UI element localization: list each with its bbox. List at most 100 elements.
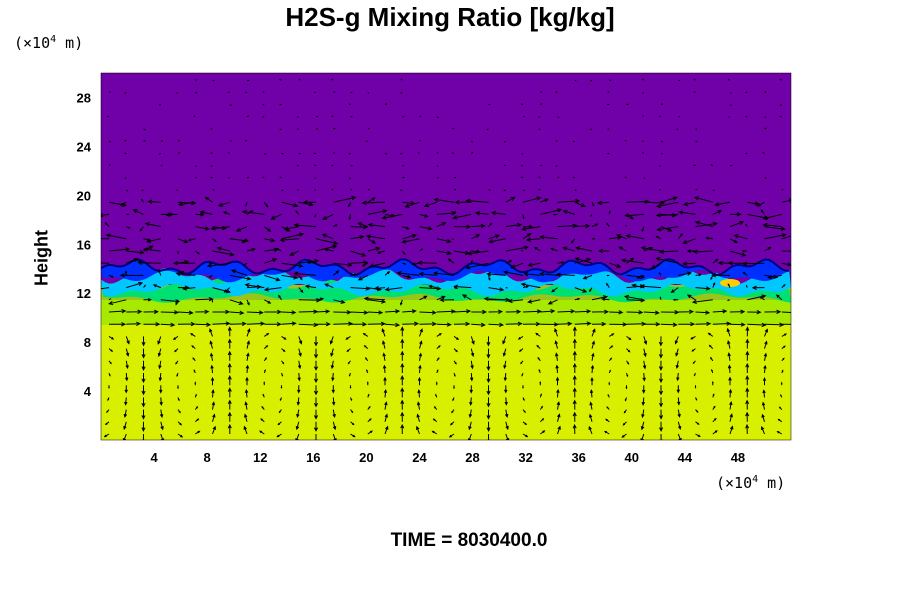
- x-tick-label: 44: [678, 450, 693, 465]
- wind-arrow: [557, 261, 565, 265]
- wind-arrow: [451, 152, 455, 154]
- wind-arrow: [175, 299, 179, 306]
- wind-arrow: [382, 364, 387, 374]
- wind-arrow: [157, 348, 162, 358]
- wind-arrow: [108, 299, 127, 306]
- wind-arrow: [367, 430, 374, 435]
- wind-arrow: [764, 340, 768, 349]
- wind-arrow: [520, 103, 524, 106]
- wind-arrow: [624, 176, 627, 179]
- wind-arrow: [278, 294, 282, 301]
- wind-arrow: [606, 222, 610, 227]
- wind-arrow: [465, 198, 489, 204]
- wind-arrow: [591, 223, 599, 228]
- wind-arrow: [729, 309, 746, 314]
- wind-arrow: [780, 393, 783, 398]
- wind-arrow: [714, 201, 731, 207]
- wind-arrow: [315, 238, 339, 245]
- wind-arrow: [204, 196, 213, 203]
- wind-arrow: [124, 177, 127, 179]
- wind-arrow: [416, 401, 421, 410]
- wind-arrow: [469, 385, 473, 394]
- wind-arrow: [453, 309, 472, 314]
- wind-arrow: [418, 364, 422, 374]
- wind-arrow: [124, 385, 128, 394]
- wind-arrow: [281, 348, 286, 353]
- wind-arrow: [260, 418, 265, 423]
- wind-arrow: [350, 235, 365, 240]
- wind-arrow: [141, 385, 146, 396]
- wind-arrow: [367, 222, 386, 228]
- wind-arrow: [730, 164, 733, 167]
- x-tick-label: 28: [465, 450, 479, 465]
- wind-arrow: [304, 284, 317, 289]
- wind-arrow: [660, 196, 678, 203]
- wind-arrow: [132, 209, 144, 215]
- wind-arrow: [302, 200, 317, 205]
- wind-arrow: [210, 364, 214, 374]
- wind-arrow: [461, 294, 472, 301]
- wind-arrow: [604, 430, 610, 435]
- wind-arrow: [747, 309, 762, 315]
- wind-arrow: [245, 364, 250, 374]
- wind-arrow: [761, 401, 766, 410]
- wind-arrow: [400, 362, 405, 373]
- wind-arrow: [195, 91, 198, 94]
- wind-arrow: [419, 248, 424, 252]
- wind-arrow: [539, 235, 558, 240]
- wind-arrow: [453, 385, 455, 390]
- wind-arrow: [677, 421, 682, 430]
- wind-arrow: [557, 176, 560, 179]
- wind-arrow: [658, 360, 663, 371]
- wind-arrow: [263, 369, 266, 374]
- wind-arrow: [745, 387, 750, 398]
- wind-arrow: [562, 209, 575, 215]
- wind-arrow: [522, 321, 541, 327]
- wind-arrow: [556, 401, 561, 410]
- wind-arrow: [194, 381, 197, 386]
- wind-arrow: [297, 372, 301, 382]
- wind-arrow: [141, 409, 146, 420]
- wind-arrow: [126, 226, 131, 229]
- wind-arrow: [227, 411, 232, 422]
- wind-arrow: [608, 345, 614, 349]
- wind-arrow: [712, 210, 723, 215]
- wind-arrow: [350, 224, 368, 230]
- wind-arrow: [625, 234, 644, 240]
- wind-arrow: [348, 152, 351, 155]
- wind-arrow: [659, 397, 664, 408]
- wind-arrow: [469, 372, 474, 382]
- wind-arrow: [727, 364, 732, 374]
- wind-arrow: [781, 333, 788, 337]
- wind-arrow: [746, 68, 747, 69]
- wind-arrow: [281, 262, 304, 268]
- wind-arrow: [776, 431, 783, 435]
- wind-arrow: [175, 271, 196, 277]
- wind-arrow: [141, 421, 146, 432]
- wind-arrow: [402, 321, 420, 326]
- wind-arrow: [505, 196, 516, 203]
- wind-arrow: [505, 421, 509, 431]
- wind-arrow: [589, 413, 593, 422]
- x-tick-label: 48: [731, 450, 745, 465]
- wind-arrow: [658, 336, 663, 347]
- wind-arrow: [264, 238, 276, 243]
- wind-arrow: [313, 385, 319, 396]
- wind-arrow: [762, 222, 782, 228]
- wind-arrow: [705, 236, 713, 240]
- wind-arrow: [349, 385, 352, 389]
- wind-arrow: [642, 115, 645, 118]
- wind-arrow: [315, 297, 325, 301]
- wind-arrow: [223, 287, 231, 293]
- wind-arrow: [695, 140, 698, 143]
- wind-arrow: [590, 364, 595, 374]
- wind-arrow: [244, 413, 248, 422]
- wind-arrow: [781, 357, 785, 362]
- wind-arrow: [244, 283, 265, 289]
- wind-arrow: [119, 273, 144, 278]
- x-tick-label: 4: [150, 450, 158, 465]
- wind-arrow: [436, 116, 440, 118]
- wind-arrow: [382, 352, 386, 361]
- wind-arrow: [211, 299, 214, 303]
- wind-arrow: [103, 433, 110, 438]
